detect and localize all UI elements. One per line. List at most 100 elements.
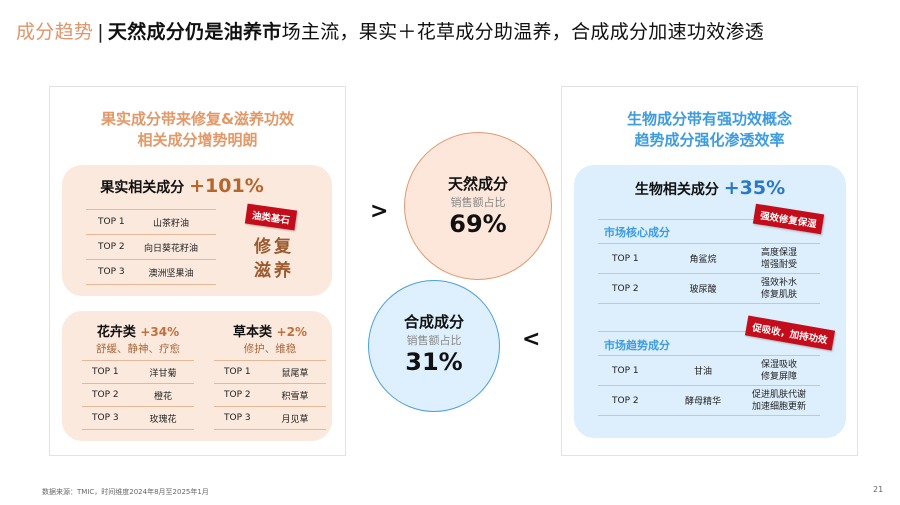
flower-desc: 舒缓、静神、疗愈 xyxy=(96,343,180,355)
fruit-label: 果实相关成分 xyxy=(100,180,185,196)
row-rank: TOP 1 xyxy=(224,367,251,377)
fruit-panel: 果实相关成分 +101% TOP 1 山茶籽油 TOP 2 向日葵花籽油 TOP… xyxy=(62,165,332,296)
bio-panel-title: 生物相关成分 +35% xyxy=(574,177,846,199)
table-row: TOP 1 角鲨烷 高度保湿 增强耐受 xyxy=(598,244,820,274)
row-name: 山茶籽油 xyxy=(152,218,189,229)
herb-growth: +2% xyxy=(276,325,307,339)
row-rank: TOP 1 xyxy=(92,367,119,377)
title-accent: 成分趋势 xyxy=(16,21,94,43)
row-rank: TOP 3 xyxy=(224,413,251,423)
section-divider xyxy=(598,243,820,244)
circle-value: 31% xyxy=(405,348,463,376)
herb-title: 草本类 +2% xyxy=(214,321,326,340)
row-rank: TOP 2 xyxy=(98,242,125,252)
heading-line-2: 相关成分增势明朗 xyxy=(137,131,258,149)
effect-line-1: 修复 xyxy=(254,237,294,257)
circle-sub: 销售额占比 xyxy=(406,334,462,347)
data-source-note: 数据来源：TMIC，时间维度2024年8月至2025年1月 xyxy=(42,488,209,496)
effect-line: 加速细胞更新 xyxy=(751,401,806,412)
effect-line: 强效补水 xyxy=(760,277,797,288)
table-row: TOP 1 甘油 保湿吸收 修复屏障 xyxy=(598,356,820,386)
table-divider xyxy=(214,360,326,361)
row-rank: TOP 3 xyxy=(92,413,119,423)
title-separator: | xyxy=(97,21,104,43)
core-section-label: 市场核心成分 xyxy=(604,226,670,239)
table-row: TOP 1 洋甘菊 xyxy=(82,361,194,384)
table-row: TOP 2 玻尿酸 强效补水 修复肌肤 xyxy=(598,274,820,304)
title-rest: 场主流，果实＋花草成分助温养，合成成分加速功效渗透 xyxy=(281,21,765,43)
row-rank: TOP 1 xyxy=(612,253,639,264)
row-rank: TOP 2 xyxy=(612,283,639,294)
table-row: TOP 2 向日葵花籽油 xyxy=(86,235,216,260)
effect-line: 修复屏障 xyxy=(760,371,797,382)
section-divider xyxy=(598,219,820,220)
card-heading: 生物成分带有强功效概念 趋势成分强化渗透效率 xyxy=(562,109,857,151)
circle-name: 天然成分 xyxy=(447,175,508,193)
bio-label: 生物相关成分 xyxy=(634,182,719,198)
row-name: 积雪草 xyxy=(281,391,309,402)
flower-growth: +34% xyxy=(140,325,180,339)
row-name: 鼠尾草 xyxy=(281,368,309,379)
row-name: 角鲨烷 xyxy=(689,255,717,265)
effect-line: 增强耐受 xyxy=(760,259,797,270)
bio-panel: 生物相关成分 +35% 市场核心成分 强效修复保湿 TOP 1 角鲨烷 高度保湿… xyxy=(574,165,846,438)
circle-value: 69% xyxy=(449,210,507,238)
table-row: TOP 1 鼠尾草 xyxy=(214,361,326,384)
circle-sub: 销售额占比 xyxy=(450,196,506,209)
natural-share-circle: 天然成分 销售额占比 69% xyxy=(404,132,552,280)
fruit-panel-title: 果实相关成分 +101% xyxy=(62,175,332,197)
row-name: 向日葵花籽油 xyxy=(143,243,198,254)
fruit-effect-label: 修复 滋养 xyxy=(234,235,314,283)
synthetic-share-circle: 合成成分 销售额占比 31% xyxy=(368,280,500,412)
table-row: TOP 3 澳洲坚果油 xyxy=(86,260,216,285)
trend-section-label: 市场趋势成分 xyxy=(604,339,670,352)
effect-line-2: 滋养 xyxy=(254,261,294,281)
flower-title: 花卉类 +34% xyxy=(82,321,194,340)
row-name: 甘油 xyxy=(693,367,712,377)
row-rank: TOP 1 xyxy=(612,365,639,376)
row-rank: TOP 2 xyxy=(224,390,251,400)
row-name: 澳洲坚果油 xyxy=(148,268,194,279)
trend-stamp: 促吸收，加持功效 xyxy=(744,315,836,351)
less-than-sign: < xyxy=(522,327,541,352)
table-row: TOP 2 积雪草 xyxy=(214,384,326,407)
card-heading: 果实成分带来修复&滋养功效 相关成分增势明朗 xyxy=(50,109,345,151)
title-bold: 天然成分仍是油养市 xyxy=(107,21,282,43)
bio-growth: +35% xyxy=(723,177,786,199)
section-divider xyxy=(598,331,820,332)
oil-foundation-stamp: 油类基石 xyxy=(244,203,298,231)
fruit-growth: +101% xyxy=(189,175,264,197)
row-name: 月见草 xyxy=(281,414,309,425)
effect-line: 高度保湿 xyxy=(760,247,797,258)
bio-ingredients-card: 生物成分带有强功效概念 趋势成分强化渗透效率 生物相关成分 +35% 市场核心成… xyxy=(561,86,858,456)
row-rank: TOP 2 xyxy=(92,390,119,400)
row-name: 玻尿酸 xyxy=(689,285,717,295)
flower-herb-panel: 花卉类 +34% 舒缓、静神、疗愈 TOP 1 洋甘菊 TOP 2 橙花 TOP… xyxy=(62,311,332,441)
effect-line: 保湿吸收 xyxy=(760,359,797,370)
greater-than-sign: > xyxy=(370,199,389,224)
row-name: 酵母精华 xyxy=(684,397,721,407)
row-effect: 高度保湿 增强耐受 xyxy=(738,247,820,271)
natural-ingredients-card: 果实成分带来修复&滋养功效 相关成分增势明朗 果实相关成分 +101% TOP … xyxy=(49,86,346,456)
heading-line-1: 生物成分带有强功效概念 xyxy=(626,110,792,128)
core-stamp: 强效修复保湿 xyxy=(752,203,825,235)
heading-line-2: 趋势成分强化渗透效率 xyxy=(634,131,785,149)
page-number: 21 xyxy=(873,485,884,494)
effect-line: 促进肌肤代谢 xyxy=(751,389,806,400)
table-divider xyxy=(82,360,194,361)
row-rank: TOP 2 xyxy=(612,395,639,406)
row-name: 洋甘菊 xyxy=(149,368,177,379)
row-rank: TOP 3 xyxy=(98,267,125,277)
flower-label: 花卉类 xyxy=(96,325,136,340)
table-row: TOP 1 山茶籽油 xyxy=(86,210,216,235)
table-row: TOP 3 月见草 xyxy=(214,407,326,430)
table-row: TOP 3 玫瑰花 xyxy=(82,407,194,430)
row-effect: 强效补水 修复肌肤 xyxy=(738,277,820,301)
table-row: TOP 2 酵母精华 促进肌肤代谢 加速细胞更新 xyxy=(598,386,820,416)
table-row: TOP 2 橙花 xyxy=(82,384,194,407)
row-rank: TOP 1 xyxy=(98,217,125,227)
page-title: 成分趋势 | 天然成分仍是油养市场主流，果实＋花草成分助温养，合成成分加速功效渗透 xyxy=(16,19,764,45)
table-divider xyxy=(86,209,216,210)
heading-line-1: 果实成分带来修复&滋养功效 xyxy=(100,110,295,128)
circle-name: 合成成分 xyxy=(403,313,464,331)
